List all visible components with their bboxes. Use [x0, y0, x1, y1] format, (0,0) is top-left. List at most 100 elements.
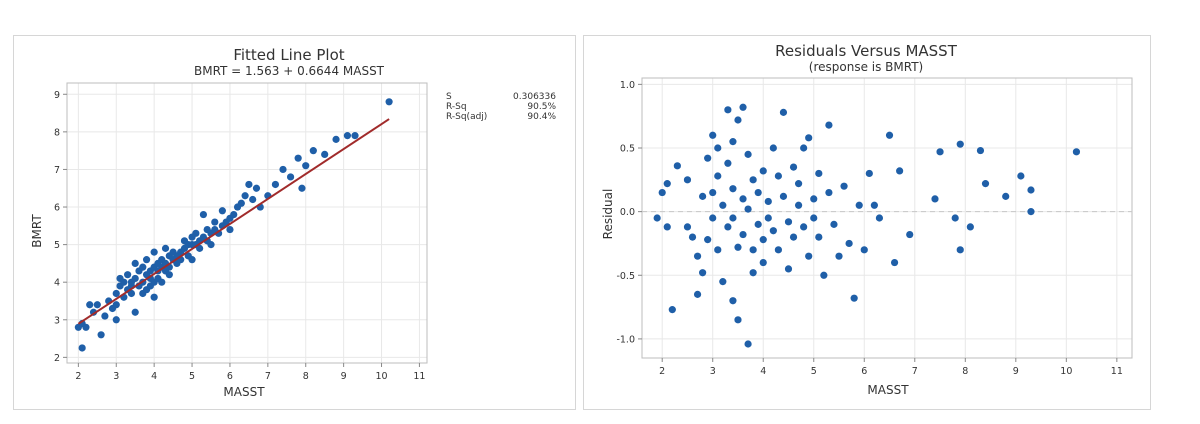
- y-tick-label: 7: [54, 165, 60, 176]
- data-point: [774, 172, 782, 180]
- data-point: [165, 271, 173, 279]
- data-point: [658, 188, 666, 197]
- data-point: [1002, 192, 1010, 200]
- data-point: [724, 223, 732, 231]
- data-point: [199, 210, 208, 219]
- y-tick-label: 8: [54, 127, 60, 138]
- fitted-regression-line: [77, 118, 390, 325]
- x-tick-label: 9: [341, 371, 347, 382]
- data-point: [719, 278, 727, 286]
- data-point: [896, 167, 904, 175]
- data-point: [158, 278, 166, 286]
- x-tick-label: 10: [1060, 366, 1072, 377]
- data-point: [800, 144, 808, 152]
- x-tick-label: 10: [375, 371, 387, 382]
- data-point: [279, 165, 287, 174]
- data-point: [825, 188, 833, 197]
- data-point: [161, 244, 170, 252]
- data-point: [668, 306, 676, 314]
- fitted-line-plot-chart: Fitted Line Plot BMRT = 1.563 + 0.6644 M…: [30, 46, 556, 399]
- x-tick-label: 4: [151, 371, 157, 382]
- data-point: [124, 271, 132, 279]
- plot-frame: [641, 77, 1133, 359]
- data-point: [865, 169, 873, 178]
- data-point: [709, 188, 717, 197]
- data-point: [759, 258, 767, 267]
- data-point: [749, 176, 757, 184]
- data-point: [976, 146, 985, 155]
- fitted-line-plot-panel: Fitted Line Plot BMRT = 1.563 + 0.6644 M…: [13, 35, 576, 410]
- data-point: [82, 323, 90, 331]
- data-point: [729, 297, 737, 305]
- y-tick-label: 5: [54, 240, 60, 251]
- data-point: [298, 184, 306, 192]
- data-point: [97, 331, 105, 339]
- x-tick-label: 11: [1111, 366, 1123, 377]
- x-tick-label: 5: [811, 366, 817, 377]
- data-point: [673, 162, 681, 170]
- data-point: [653, 214, 661, 222]
- x-tick-label: 5: [189, 371, 195, 382]
- x-tick-label: 7: [265, 371, 271, 382]
- chart-title: Fitted Line Plot: [233, 46, 344, 64]
- x-tick-label: 7: [912, 366, 918, 377]
- data-point: [966, 223, 974, 231]
- data-point: [931, 195, 939, 203]
- data-point: [1027, 186, 1035, 194]
- data-point: [693, 290, 702, 298]
- x-tick-label: 2: [75, 371, 81, 382]
- data-point: [734, 316, 742, 324]
- x-tick-label: 6: [227, 371, 233, 382]
- data-point: [207, 241, 215, 249]
- data-point: [714, 246, 722, 254]
- data-point: [131, 259, 139, 268]
- data-point: [749, 269, 757, 277]
- y-tick-label: -1.0: [616, 334, 635, 345]
- data-point: [890, 258, 899, 267]
- x-tick-label: 6: [861, 366, 867, 377]
- data-point: [850, 294, 858, 302]
- data-point: [729, 185, 737, 193]
- data-point: [784, 265, 793, 273]
- plot-frame: [66, 82, 428, 364]
- data-point: [744, 150, 752, 158]
- data-point: [112, 316, 120, 324]
- data-point: [764, 214, 772, 222]
- data-point: [759, 236, 767, 244]
- x-axis-label: MASST: [867, 383, 909, 397]
- data-point: [688, 233, 697, 241]
- data-point: [759, 167, 767, 175]
- x-tick-label: 4: [760, 366, 766, 377]
- data-point: [729, 138, 737, 146]
- data-point: [127, 289, 136, 298]
- data-point: [112, 289, 120, 298]
- data-point: [218, 207, 226, 215]
- data-point: [714, 144, 722, 152]
- stat-value: 90.4%: [527, 112, 556, 122]
- data-point: [754, 220, 762, 228]
- data-point: [744, 340, 752, 348]
- data-point: [789, 163, 798, 171]
- data-point: [906, 230, 914, 239]
- data-point: [764, 197, 772, 206]
- data-point: [845, 239, 853, 248]
- data-point: [1072, 148, 1081, 156]
- data-point: [663, 180, 671, 188]
- data-point: [875, 214, 884, 222]
- plot-area: 2 3 4 5 6 7 8 9 10 11 2 3 4 5 6 7 8 9: [54, 82, 428, 382]
- data-point: [271, 180, 280, 189]
- data-point: [309, 147, 317, 155]
- data-point: [810, 214, 818, 222]
- data-point: [112, 301, 120, 309]
- x-axis-label: MASST: [223, 385, 265, 399]
- data-point: [332, 135, 340, 143]
- data-point: [840, 182, 848, 190]
- data-point: [241, 192, 249, 200]
- data-point: [683, 176, 692, 184]
- stat-label: R-Sq: [446, 102, 467, 112]
- data-point: [237, 199, 245, 207]
- data-point: [211, 218, 219, 226]
- stat-value: 90.5%: [527, 102, 556, 112]
- data-point: [709, 214, 717, 222]
- x-tick-label: 3: [113, 371, 119, 382]
